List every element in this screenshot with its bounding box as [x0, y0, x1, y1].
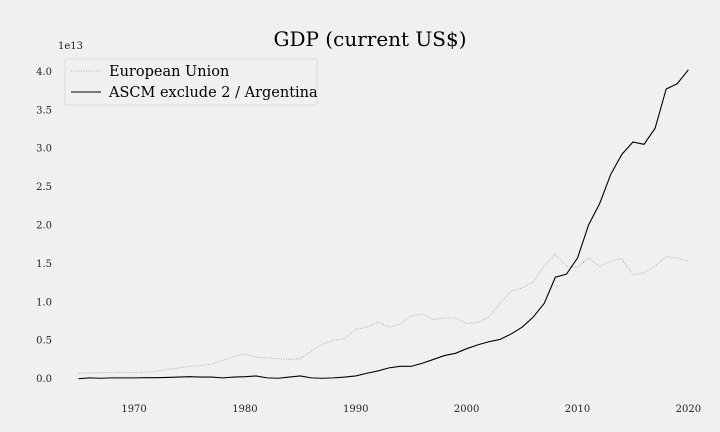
legend-label-ascm-argentina: ASCM exclude 2 / Argentina — [108, 85, 318, 101]
x-tick-label: 2000 — [454, 404, 479, 415]
legend-label-european-union: European Union — [109, 64, 229, 80]
y-tick-label: 2.0 — [36, 221, 52, 232]
x-tick-label: 2010 — [565, 404, 590, 415]
x-tick-label: 2020 — [676, 404, 701, 415]
y-tick-label: 1.5 — [36, 259, 52, 270]
y-axis-offset-label: 1e13 — [58, 41, 83, 52]
chart-title: GDP (current US$) — [273, 27, 466, 51]
series-line-ascm-argentina — [78, 69, 689, 380]
legend-box — [64, 58, 318, 106]
series-lines — [78, 69, 689, 380]
x-axis-ticks: 1970 1980 1990 2000 2010 2020 — [121, 404, 701, 415]
y-axis-ticks: 0.0 0.5 1.0 1.5 2.0 2.5 3.0 3.5 4.0 — [36, 67, 52, 385]
x-tick-label: 1980 — [232, 404, 257, 415]
y-tick-label: 3.5 — [36, 105, 52, 116]
series-line-european-union — [78, 253, 689, 374]
y-tick-label: 0.5 — [36, 336, 52, 347]
y-tick-label: 2.5 — [36, 182, 52, 193]
legend: European Union ASCM exclude 2 / Argentin… — [64, 58, 318, 106]
y-tick-label: 3.0 — [36, 144, 52, 155]
x-tick-label: 1990 — [343, 404, 368, 415]
x-tick-label: 1970 — [121, 404, 146, 415]
y-tick-label: 4.0 — [36, 67, 52, 78]
y-tick-label: 1.0 — [36, 297, 52, 308]
y-tick-label: 0.0 — [36, 374, 52, 385]
